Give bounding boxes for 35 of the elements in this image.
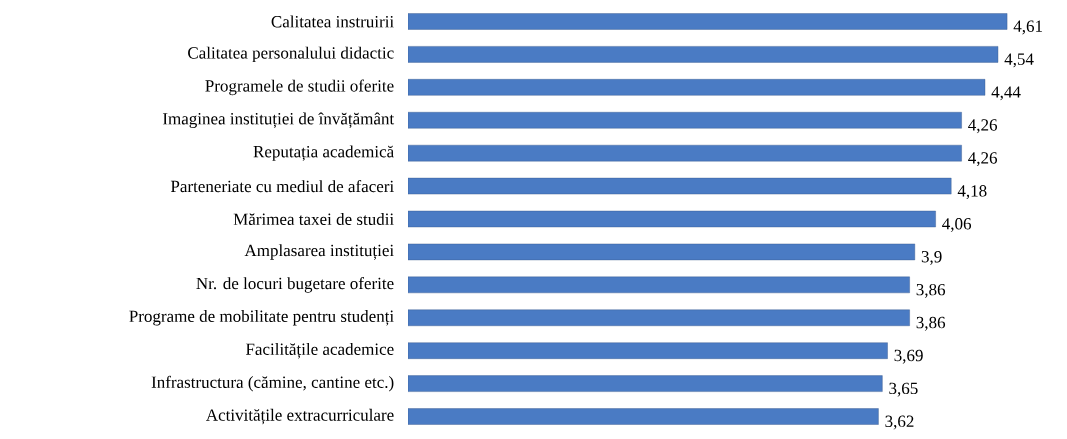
y-tick-label: Calitatea personalului didactic: [188, 46, 394, 63]
y-tick-label: Imaginea instituției de învățământ: [162, 112, 395, 128]
data-label: 3,69: [894, 349, 923, 364]
y-tick-label: Infrastructura (cămine, cantine etc.): [151, 375, 394, 392]
data-label: 4,26: [968, 152, 998, 167]
y-tick-label: Reputația academică: [253, 145, 394, 161]
bar: [408, 144, 962, 162]
bar: [408, 13, 1008, 30]
data-label: 4,26: [968, 119, 998, 134]
bar: [408, 112, 962, 129]
data-label: 3,9: [921, 251, 942, 265]
data-label: 3,86: [916, 283, 946, 298]
bar: [408, 309, 910, 326]
bar: [408, 375, 883, 392]
data-label: 4,54: [1004, 53, 1034, 68]
bar: [408, 408, 879, 425]
y-tick-label: Programele de studii oferite: [205, 79, 394, 96]
y-tick-label: Facilitățile academice: [245, 342, 394, 359]
data-label: 3,86: [916, 316, 946, 331]
y-tick-label: Mărimea taxei de studii: [233, 213, 394, 225]
bar: [408, 79, 986, 96]
y-tick-label: Amplasarea instituției: [244, 244, 394, 260]
bar: [408, 46, 999, 63]
data-label: 4,06: [942, 218, 972, 232]
data-label: 4,18: [957, 185, 987, 200]
data-label: 4,61: [1013, 20, 1043, 35]
data-label: 3,65: [889, 382, 918, 397]
y-tick-label: Nr. de locuri bugetare oferite: [196, 277, 394, 293]
y-tick-label: Programe de mobilitate pentru studenți: [129, 310, 394, 326]
y-tick-label: Calitatea instruirii: [271, 15, 394, 28]
data-label: 3,62: [885, 415, 914, 430]
data-label: 4,44: [991, 86, 1021, 101]
bar: [408, 342, 888, 359]
y-tick-label: Activitățile extracurriculare: [205, 408, 394, 425]
y-tick-label: Parteneriate cu mediul de afaceri: [170, 180, 394, 193]
